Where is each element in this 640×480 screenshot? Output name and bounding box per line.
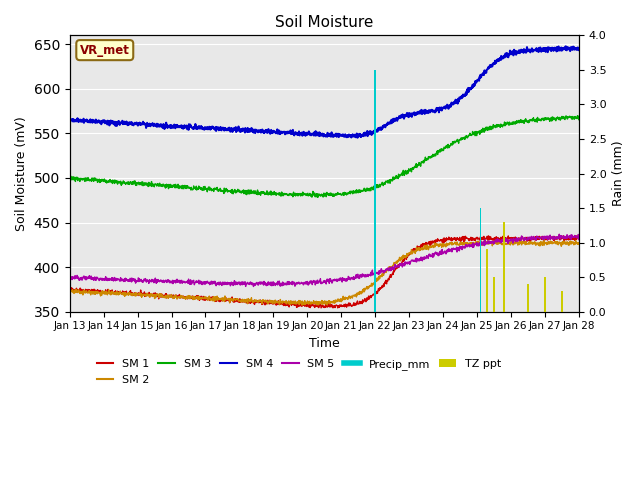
Text: VR_met: VR_met (80, 44, 130, 57)
Bar (544, 277, 546, 312)
Y-axis label: Soil Moisture (mV): Soil Moisture (mV) (15, 116, 28, 231)
Y-axis label: Rain (mm): Rain (mm) (612, 141, 625, 206)
Legend: SM 1, SM 2, SM 3, SM 4, SM 5, Precip_mm, TZ ppt: SM 1, SM 2, SM 3, SM 4, SM 5, Precip_mm,… (92, 355, 506, 389)
Title: Soil Moisture: Soil Moisture (275, 15, 374, 30)
Bar (479, 270, 481, 312)
Bar (504, 222, 505, 312)
Bar (479, 208, 481, 312)
Bar (561, 291, 563, 312)
Bar (493, 277, 495, 312)
Bar (374, 70, 376, 312)
Bar (486, 250, 488, 312)
X-axis label: Time: Time (309, 337, 340, 350)
Bar (374, 139, 376, 312)
Bar (527, 284, 529, 312)
